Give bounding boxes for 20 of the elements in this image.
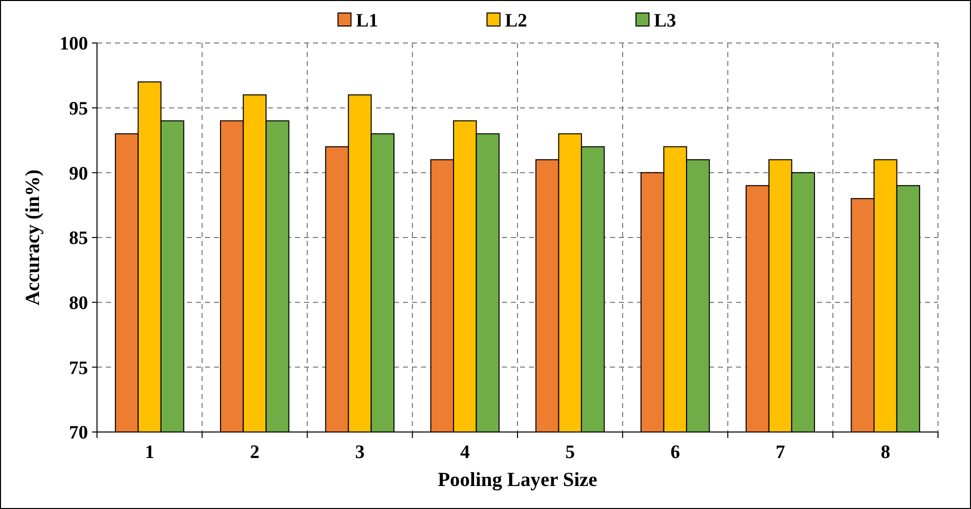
y-tick-label: 90 bbox=[69, 163, 88, 184]
x-tick-label: 7 bbox=[776, 442, 786, 463]
legend-label: L3 bbox=[654, 10, 676, 32]
y-tick-label: 75 bbox=[69, 358, 88, 379]
x-tick-label: 6 bbox=[670, 442, 680, 463]
y-tick-label: 85 bbox=[69, 228, 88, 250]
y-tick-label: 95 bbox=[69, 98, 88, 120]
x-tick-label: 5 bbox=[565, 442, 575, 463]
x-tick-label: 2 bbox=[250, 442, 260, 463]
x-tick-label: 3 bbox=[355, 442, 365, 463]
x-tick-label: 1 bbox=[144, 442, 154, 463]
x-tick-label: 8 bbox=[880, 442, 890, 463]
legend-label: L1 bbox=[356, 10, 378, 32]
y-axis-title: Accuracy (in%) bbox=[22, 169, 44, 306]
y-tick-label: 70 bbox=[69, 422, 88, 444]
y-tick-label: 80 bbox=[69, 292, 88, 314]
y-tick-label: 100 bbox=[60, 34, 88, 55]
x-axis-title: Pooling Layer Size bbox=[438, 469, 598, 491]
legend-label: L2 bbox=[505, 10, 528, 32]
x-tick-label: 4 bbox=[460, 442, 470, 463]
